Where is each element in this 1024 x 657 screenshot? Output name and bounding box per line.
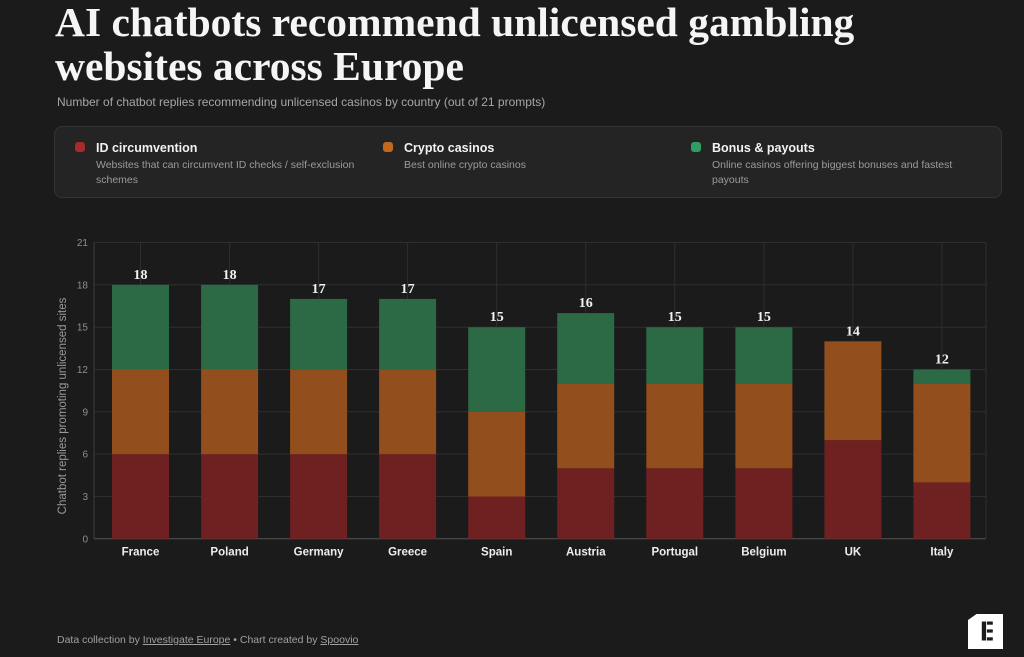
svg-text:12: 12 [77,365,89,376]
svg-text:Poland: Poland [210,546,248,558]
svg-text:Italy: Italy [930,546,954,558]
svg-text:Austria: Austria [566,546,606,558]
svg-text:Chatbot replies promoting unli: Chatbot replies promoting unlicensed sit… [57,297,69,514]
svg-text:12: 12 [935,353,949,368]
svg-text:15: 15 [668,310,682,325]
svg-text:15: 15 [77,323,89,334]
svg-text:16: 16 [579,296,593,311]
svg-text:18: 18 [134,268,148,283]
svg-text:3: 3 [82,492,88,503]
svg-text:14: 14 [846,324,860,339]
svg-text:0: 0 [82,534,88,545]
svg-text:9: 9 [82,407,88,418]
svg-text:UK: UK [845,546,862,558]
svg-text:Portugal: Portugal [651,546,698,558]
svg-text:18: 18 [77,280,89,291]
svg-text:15: 15 [757,310,771,325]
svg-text:Greece: Greece [388,546,427,558]
svg-text:Germany: Germany [294,546,344,558]
svg-text:Spain: Spain [481,546,512,558]
svg-text:15: 15 [490,310,504,325]
svg-text:21: 21 [77,238,89,249]
svg-text:18: 18 [223,268,237,283]
svg-text:6: 6 [82,450,88,461]
svg-text:France: France [122,546,160,558]
svg-text:17: 17 [401,282,415,297]
svg-text:Belgium: Belgium [741,546,786,558]
svg-text:17: 17 [312,282,326,297]
